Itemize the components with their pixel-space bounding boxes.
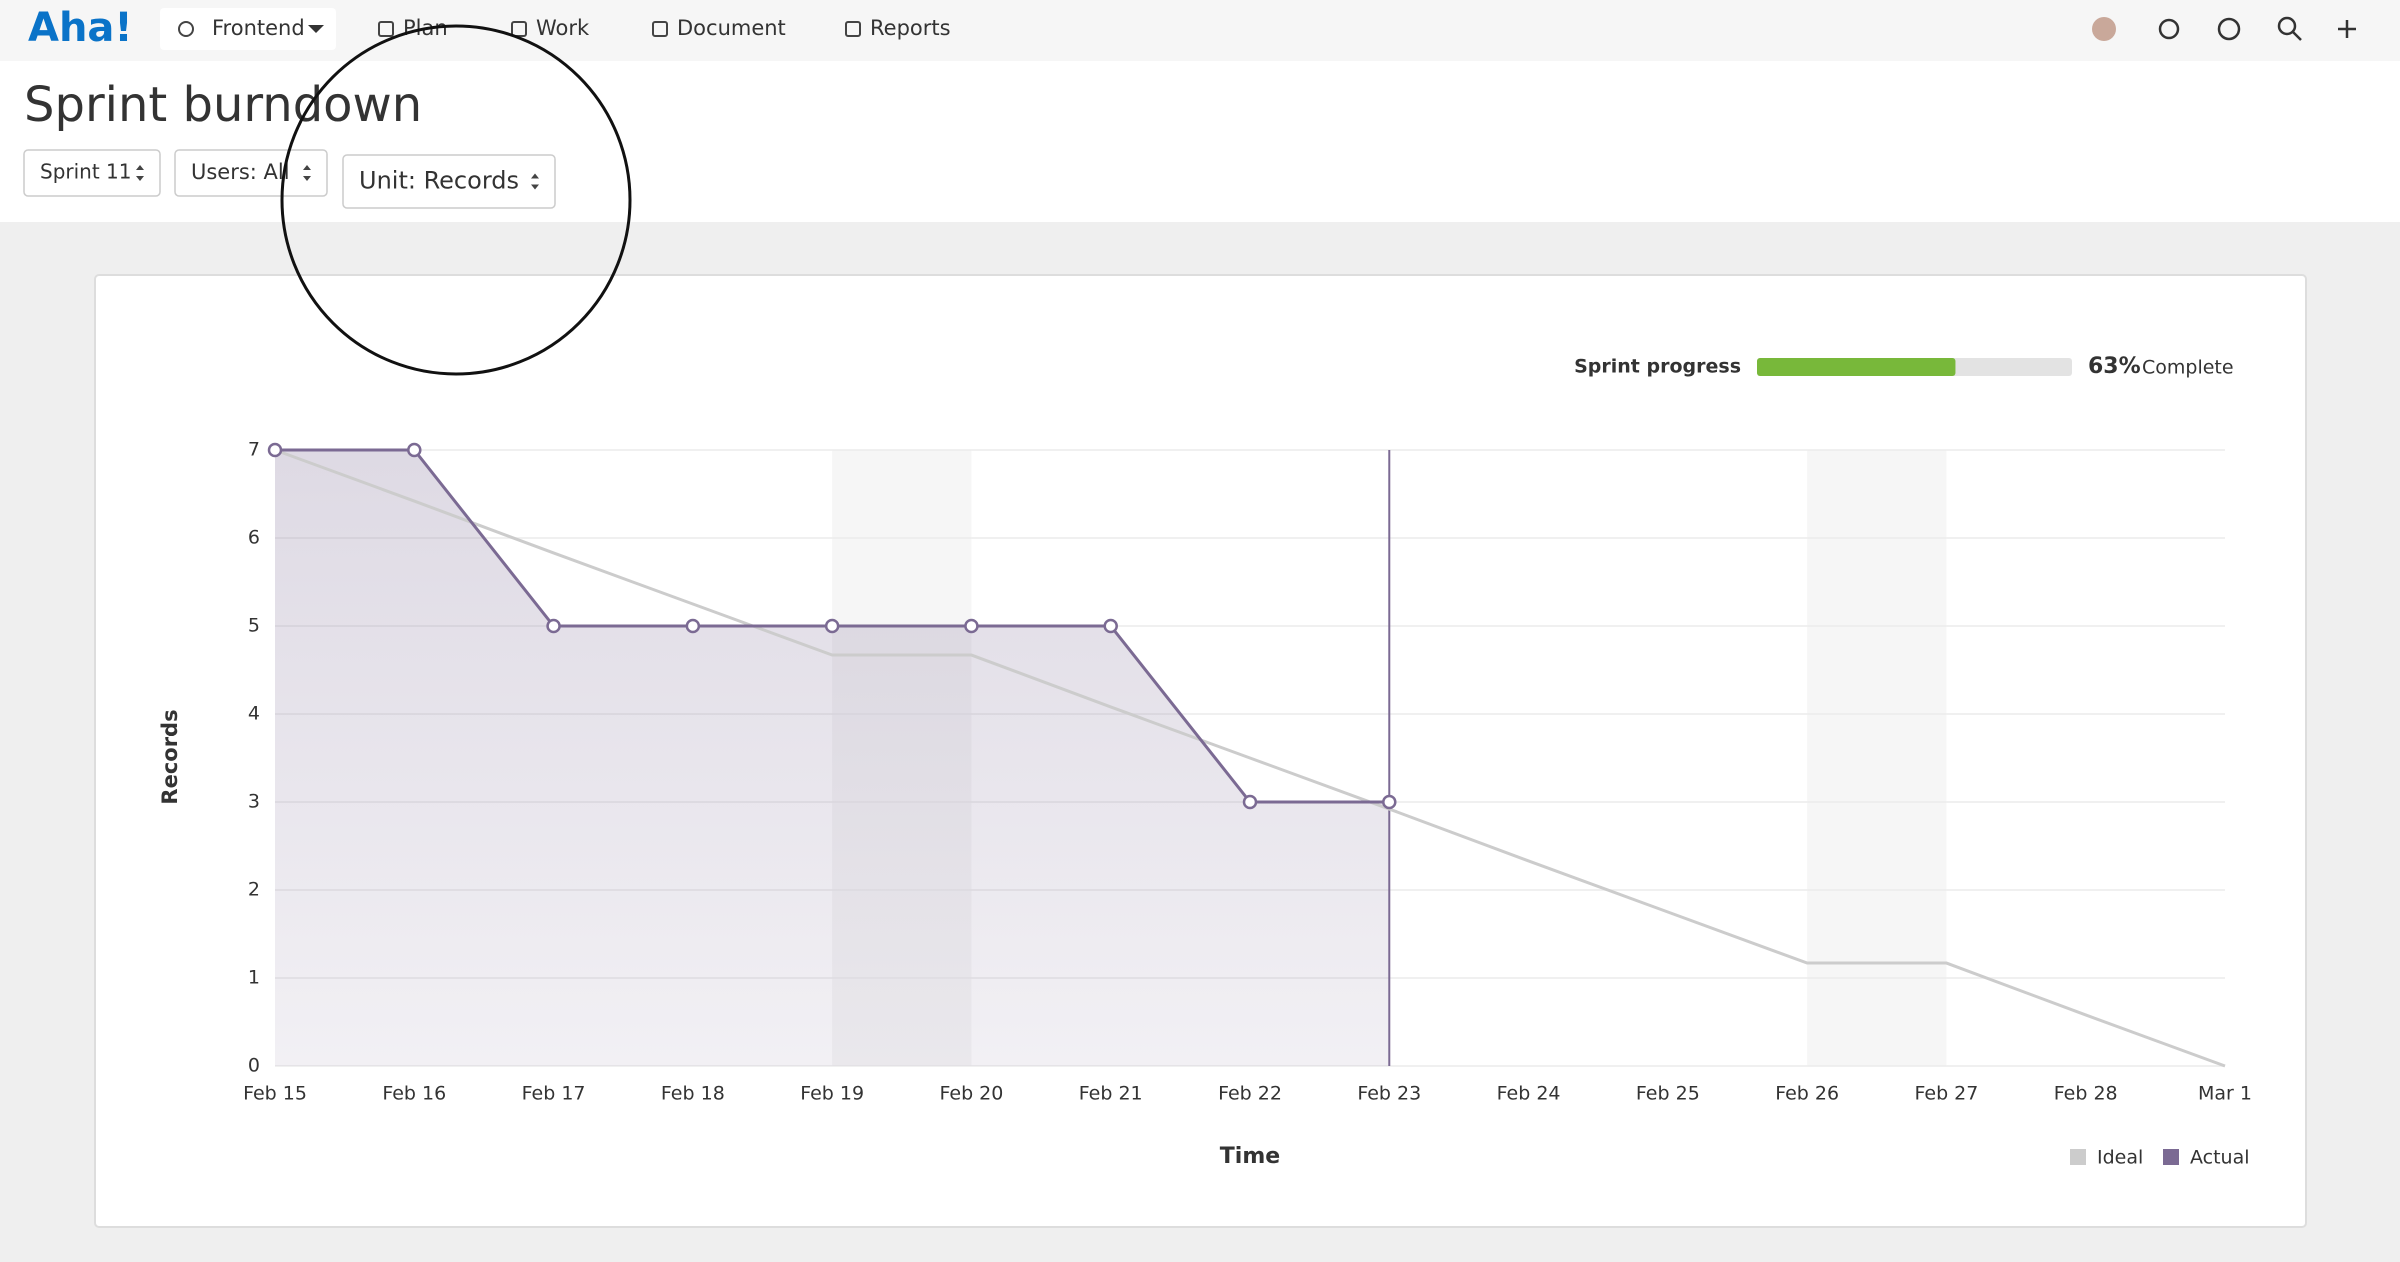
x-tick-label: Feb 16	[382, 1083, 446, 1105]
settings-icon[interactable]	[2158, 18, 2180, 40]
nav-icon	[845, 21, 861, 37]
x-tick-label: Feb 20	[939, 1083, 1003, 1105]
select-arrows	[303, 165, 311, 181]
data-point[interactable]	[964, 618, 979, 634]
help-icon[interactable]	[2217, 17, 2241, 41]
x-tick-label: Feb 22	[1218, 1083, 1282, 1105]
nav-item[interactable]: Reports	[870, 16, 951, 40]
x-tick-label: Feb 18	[661, 1083, 725, 1105]
y-axis-label: Records	[158, 709, 182, 804]
nav-item[interactable]: Work	[536, 16, 590, 40]
data-point[interactable]	[824, 618, 840, 634]
filter-select[interactable]	[174, 149, 328, 197]
filter-select[interactable]	[23, 149, 161, 197]
legend-label: Actual	[2190, 1147, 2250, 1169]
x-axis-label: Time	[1220, 1144, 1280, 1169]
select-arrows	[136, 165, 144, 181]
y-tick-label: 2	[248, 879, 260, 901]
progress-value: 63%	[2088, 354, 2141, 379]
dropdown-caret	[308, 25, 324, 33]
y-tick-label: 4	[248, 703, 260, 725]
workspace-icon	[178, 21, 194, 37]
y-tick-label: 3	[248, 791, 260, 813]
x-tick-label: Feb 15	[243, 1083, 307, 1105]
progress-label: Sprint progress	[1574, 356, 1741, 378]
series-line	[274, 448, 2226, 1068]
y-tick-label: 1	[248, 967, 260, 989]
avatar[interactable]	[2092, 17, 2116, 41]
workspace-name[interactable]: Frontend	[212, 16, 305, 40]
select-arrows	[531, 173, 539, 190]
nav-icon	[652, 21, 668, 37]
x-tick-label: Feb 17	[522, 1083, 586, 1105]
progress-fill	[1757, 358, 1956, 376]
filter-label[interactable]: Sprint 11	[40, 160, 132, 184]
nav-icon	[378, 21, 394, 37]
legend-swatch	[2163, 1149, 2179, 1165]
y-tick-label: 5	[248, 615, 260, 637]
x-tick-label: Feb 24	[1497, 1083, 1561, 1105]
x-tick-label: Feb 26	[1775, 1083, 1839, 1105]
workspace-select[interactable]	[160, 8, 336, 50]
x-tick-label: Feb 23	[1357, 1083, 1421, 1105]
data-point[interactable]	[546, 618, 561, 634]
data-point[interactable]	[685, 618, 701, 634]
filter-label[interactable]: Users: All	[191, 160, 290, 184]
x-tick-label: Feb 19	[800, 1083, 864, 1105]
nav-icon	[511, 21, 527, 37]
logo[interactable]: Aha!	[28, 5, 133, 51]
y-tick-label: 0	[248, 1055, 260, 1077]
x-tick-label: Feb 21	[1079, 1083, 1143, 1105]
x-tick-label: Feb 27	[1914, 1083, 1978, 1105]
x-tick-label: Mar 1	[2198, 1083, 2252, 1105]
magnifier	[280, 24, 632, 376]
nav-item[interactable]: Document	[677, 16, 786, 40]
data-point[interactable]	[1242, 794, 1258, 810]
y-tick-label: 7	[248, 439, 260, 461]
top-nav	[0, 0, 2400, 61]
filter-select[interactable]	[342, 154, 556, 209]
legend-label: Ideal	[2097, 1147, 2143, 1169]
filter-label[interactable]: Unit: Records	[359, 167, 519, 195]
x-tick-label: Feb 28	[2054, 1083, 2118, 1105]
page-title: Sprint burndown	[24, 77, 422, 133]
data-point[interactable]	[1382, 794, 1397, 810]
actual-area	[275, 450, 1390, 1066]
search-icon[interactable]	[2277, 16, 2297, 36]
data-point[interactable]	[407, 442, 422, 458]
data-point[interactable]	[267, 442, 283, 458]
x-tick-label: Feb 25	[1636, 1083, 1700, 1105]
progress-suffix: Complete	[2142, 357, 2234, 379]
data-point[interactable]	[1103, 618, 1118, 634]
nav-icons[interactable]	[2292, 20, 2356, 41]
legend-swatch	[2070, 1149, 2086, 1165]
non-working-band	[1807, 450, 1947, 1066]
y-tick-label: 6	[248, 527, 260, 549]
